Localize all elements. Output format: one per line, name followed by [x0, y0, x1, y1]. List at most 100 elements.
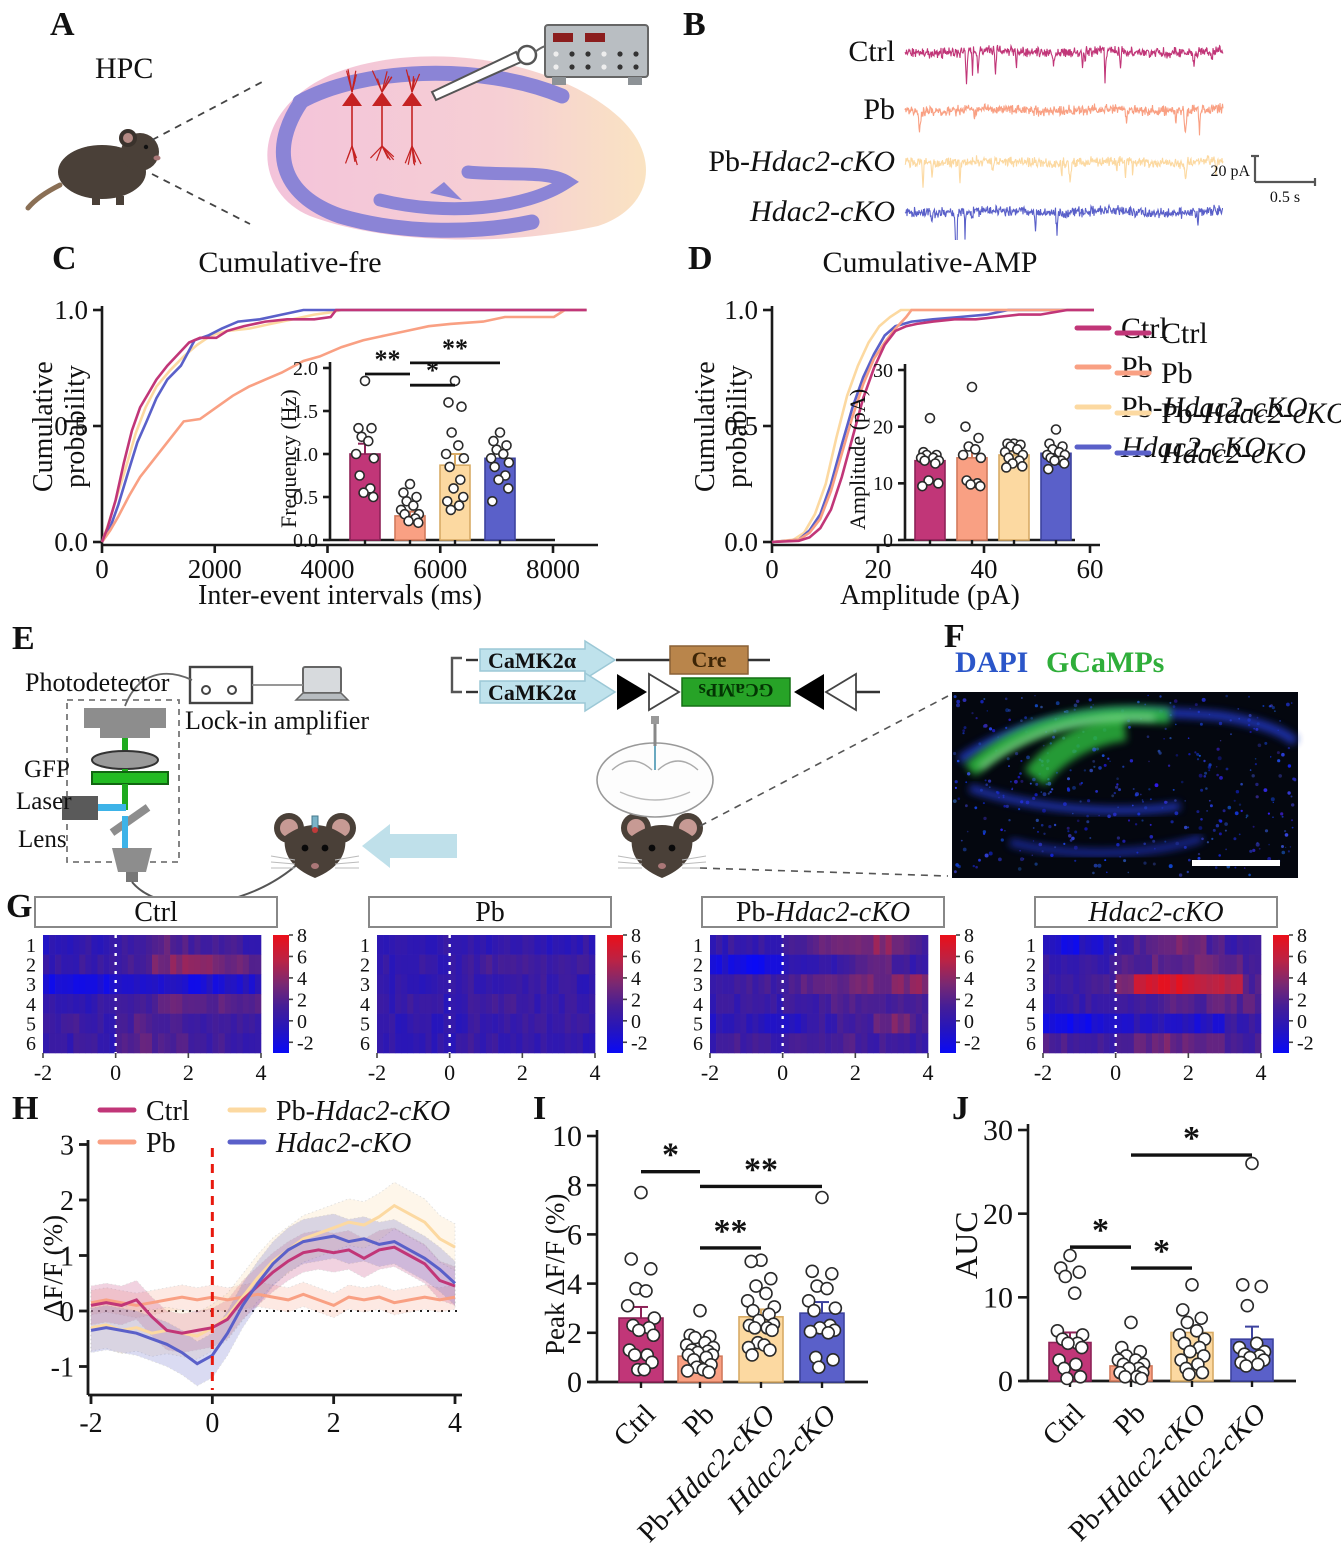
gfp-label: GFP — [24, 756, 70, 783]
neuron-dendrite — [407, 145, 413, 165]
x-tick-label: 2 — [327, 1408, 341, 1439]
panel-c-x-axis-label: Inter-event intervals (ms) — [198, 580, 482, 611]
y-tick-label: 3 — [60, 1131, 74, 1162]
line — [617, 855, 643, 861]
data-point-pb — [403, 515, 414, 527]
significance-stars: * — [1153, 1233, 1170, 1270]
group-label-ctrl: Ctrl — [134, 897, 178, 928]
neuron-dendrite — [411, 79, 415, 93]
group-label-pb: Pb — [863, 93, 895, 126]
heatmap-x-tick-label: -2 — [34, 1060, 52, 1085]
photodetector-label: Photodetector — [25, 668, 170, 697]
data-point-hdac2 — [488, 435, 499, 447]
amplifier-device — [544, 24, 649, 85]
data-point-hdac2 — [1245, 1156, 1259, 1171]
panel-d-cumulative-amplitude-plot: 1.00.50.00 20 40 60CtrlPbPb-Hdac2-cKOHdac2-… — [724, 295, 1341, 584]
heatmap-row-label: 3 — [360, 974, 370, 996]
x-tick-label: 2000 — [188, 554, 242, 584]
heatmap-x-tick-label: 0 — [110, 1060, 121, 1085]
y-tick-label: 0 — [998, 1365, 1013, 1398]
data-point-pb — [411, 491, 422, 503]
bar-pb — [956, 457, 988, 541]
y-tick-label: 1.5 — [293, 401, 318, 423]
main-axes: 1.00.50.00 20 40 60 — [724, 295, 1103, 584]
group-label-ctrl: Ctrl — [1036, 1397, 1091, 1452]
ecdf-curve-hdac2 — [100, 308, 587, 543]
heatmap-row-label: 4 — [1026, 994, 1036, 1016]
colorbar-tick-label: 8 — [631, 925, 641, 947]
ecdf-curve-ctrl — [771, 308, 1094, 544]
heatmap-row-label: 1 — [360, 935, 370, 957]
colorbar-tick-label: 2 — [1297, 989, 1307, 1011]
data-point-hdac2 — [803, 1324, 818, 1339]
dapi-label: DAPI — [955, 646, 1029, 679]
data-point-pbH — [1194, 1311, 1209, 1326]
y-tick-label: 20 — [983, 1198, 1013, 1231]
neuron-dendrite — [351, 79, 356, 93]
data-point-ctrl — [620, 1298, 635, 1313]
data-point-ctrl — [359, 375, 371, 387]
data-point-ctrl — [366, 422, 377, 434]
data-point-pbH — [453, 440, 464, 451]
mouse-head — [617, 813, 707, 878]
heatmap-x-tick-label: 2 — [850, 1060, 861, 1085]
colorbar — [1273, 935, 1289, 1053]
heatmap-title-box — [701, 896, 945, 928]
panel-a-schematic — [25, 24, 649, 240]
legend: Ctrl Pb-Hdac2-cKO Pb Hdac2-cKO — [97, 1096, 450, 1159]
panel-i-y-axis-label: Peak ΔF/F (%) — [540, 1193, 570, 1355]
data-point-pbH — [1189, 1324, 1204, 1338]
group-label-ctrl: Ctrl — [848, 35, 895, 68]
x-tick-label: 60 — [1077, 554, 1104, 584]
data-point-pb — [1118, 1370, 1132, 1384]
y-tick-label: 30 — [983, 1114, 1013, 1147]
mean-trace-pb — [90, 1292, 456, 1308]
hippocampus-slice — [267, 56, 646, 240]
data-point-hdac2 — [811, 1360, 826, 1375]
y-tick-label: 4 — [567, 1268, 582, 1301]
data-point-hdac2 — [828, 1301, 843, 1315]
data-point-ctrl — [1074, 1340, 1089, 1355]
heatmap-row-label: 3 — [693, 974, 703, 996]
group-label-pb: Pb — [1121, 351, 1153, 384]
heatmap-row-label: 5 — [1026, 1014, 1036, 1036]
cumulative-curves — [100, 308, 587, 543]
data-point-pbH — [1195, 1365, 1210, 1380]
data-point-hdac2 — [807, 1303, 821, 1318]
colorbar-tick-label: 4 — [1297, 968, 1307, 990]
panel-e-photometry-schematic: CaMK2α Cre CaMK2α GCaMPs — [62, 639, 949, 900]
data-point-pbH — [744, 1254, 759, 1269]
data-point-pb — [398, 487, 409, 498]
colorbar — [607, 935, 623, 1053]
data-point-hdac2 — [805, 1264, 820, 1279]
data-point-hdac2 — [821, 1326, 836, 1340]
data-point-pb — [408, 500, 419, 511]
zoom-dash-top — [699, 695, 949, 827]
heatmap-x-tick-label: 4 — [923, 1060, 934, 1085]
data-point-hdac2 — [485, 453, 497, 464]
colorbar-tick-label: 6 — [297, 946, 307, 968]
colorbar-tick-label: -2 — [964, 1032, 981, 1054]
data-point-ctrl — [1073, 1370, 1088, 1384]
data-point-pbH — [446, 427, 457, 438]
colorbar-tick-label: 6 — [1297, 946, 1307, 968]
heatmap-row-label: 1 — [26, 935, 36, 957]
heatmap-row-label: 1 — [1026, 935, 1036, 957]
significance-stars: * — [1183, 1120, 1200, 1157]
data-point-hdac2 — [1042, 463, 1054, 475]
ecdf-curve-pb — [771, 308, 1094, 544]
significance-stars: * — [1092, 1212, 1109, 1249]
data-point-hdac2 — [501, 440, 512, 451]
line — [681, 861, 707, 865]
y-tick-label: 0.0 — [293, 530, 318, 552]
data-point-pb — [1134, 1371, 1149, 1386]
y-tick-label: 1 — [60, 1242, 74, 1273]
bars: * **** — [618, 1137, 845, 1388]
data-point-hdac2 — [1251, 1357, 1265, 1372]
group-label-hdac2: Hdac2-cKO — [749, 195, 895, 228]
colorbar-tick-label: 0 — [964, 1011, 974, 1033]
colorbar-tick-label: 8 — [964, 925, 974, 947]
